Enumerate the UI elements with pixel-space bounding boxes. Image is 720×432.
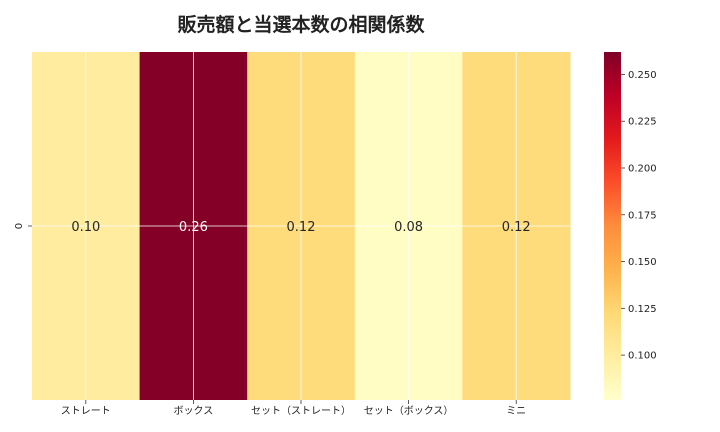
colorbar-tick-label: 0.200 [628,164,657,175]
x-tick-label: ボックス [174,405,214,417]
x-axis-ticks: ストレート ボックス セット（ストレート） セット（ボックス） ミニ [61,400,526,417]
colorbar [604,52,621,400]
x-tick-label: セット（ストレート） [251,405,351,417]
colorbar-tick-label: 0.150 [628,257,657,268]
y-tick-label: 0 [14,223,25,229]
colorbar-tick-label: 0.250 [628,70,657,81]
cell-annotation: 0.12 [287,220,316,235]
y-axis-ticks: 0 [14,223,32,229]
colorbar-tick-label: 0.175 [628,210,657,221]
x-tick-label: セット（ボックス） [364,405,454,417]
gridlines [32,52,570,400]
colorbar-tick-label: 0.225 [628,117,657,128]
colorbar-tick-label: 0.100 [628,351,657,362]
x-tick-label: ミニ [506,406,526,417]
cell-annotation: 0.08 [394,220,423,235]
x-tick-label: ストレート [61,406,111,417]
cell-annotations: 0.10 0.26 0.12 0.08 0.12 [71,220,530,235]
cell-annotation: 0.10 [71,220,100,235]
cell-annotation: 0.26 [179,220,208,235]
chart-title: 販売額と当選本数の相関係数 [177,13,425,36]
cell-annotation: 0.12 [502,220,531,235]
colorbar-ticks: 0.100 0.125 0.150 0.175 0.200 0.225 0.250 [621,70,657,362]
colorbar-tick-label: 0.125 [628,304,657,315]
